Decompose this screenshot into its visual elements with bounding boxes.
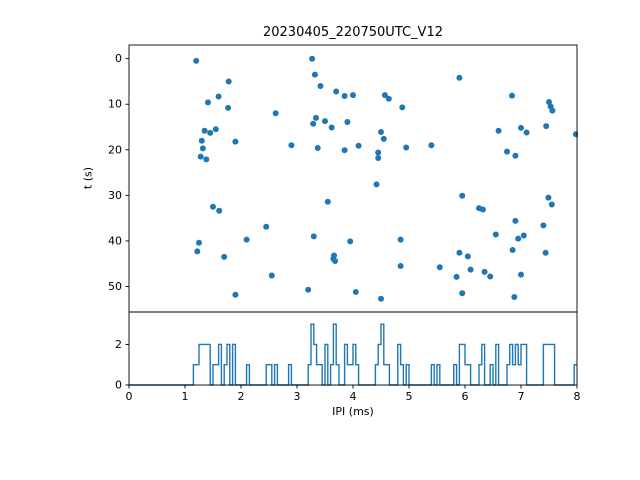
svg-text:20: 20	[108, 143, 122, 156]
x-axis-label: IPI (ms)	[332, 405, 374, 418]
svg-text:7: 7	[518, 390, 525, 403]
chart-title: 20230405_220750UTC_V12	[262, 25, 443, 40]
svg-text:10: 10	[108, 98, 122, 111]
svg-text:6: 6	[462, 390, 469, 403]
svg-text:0: 0	[126, 390, 133, 403]
svg-text:0: 0	[115, 379, 122, 392]
svg-text:0: 0	[115, 52, 122, 65]
scatter-series	[193, 55, 578, 302]
svg-text:2: 2	[115, 338, 122, 351]
svg-text:30: 30	[108, 189, 122, 202]
svg-text:8: 8	[574, 390, 581, 403]
svg-text:5: 5	[406, 390, 413, 403]
svg-text:1: 1	[182, 390, 189, 403]
svg-text:40: 40	[108, 234, 122, 247]
y-axis-label: t (s)	[81, 166, 95, 190]
svg-text:3: 3	[294, 390, 301, 403]
svg-text:50: 50	[108, 280, 122, 293]
svg-text:2: 2	[238, 390, 245, 403]
svg-text:4: 4	[350, 390, 357, 403]
histogram-step-line	[129, 323, 577, 386]
